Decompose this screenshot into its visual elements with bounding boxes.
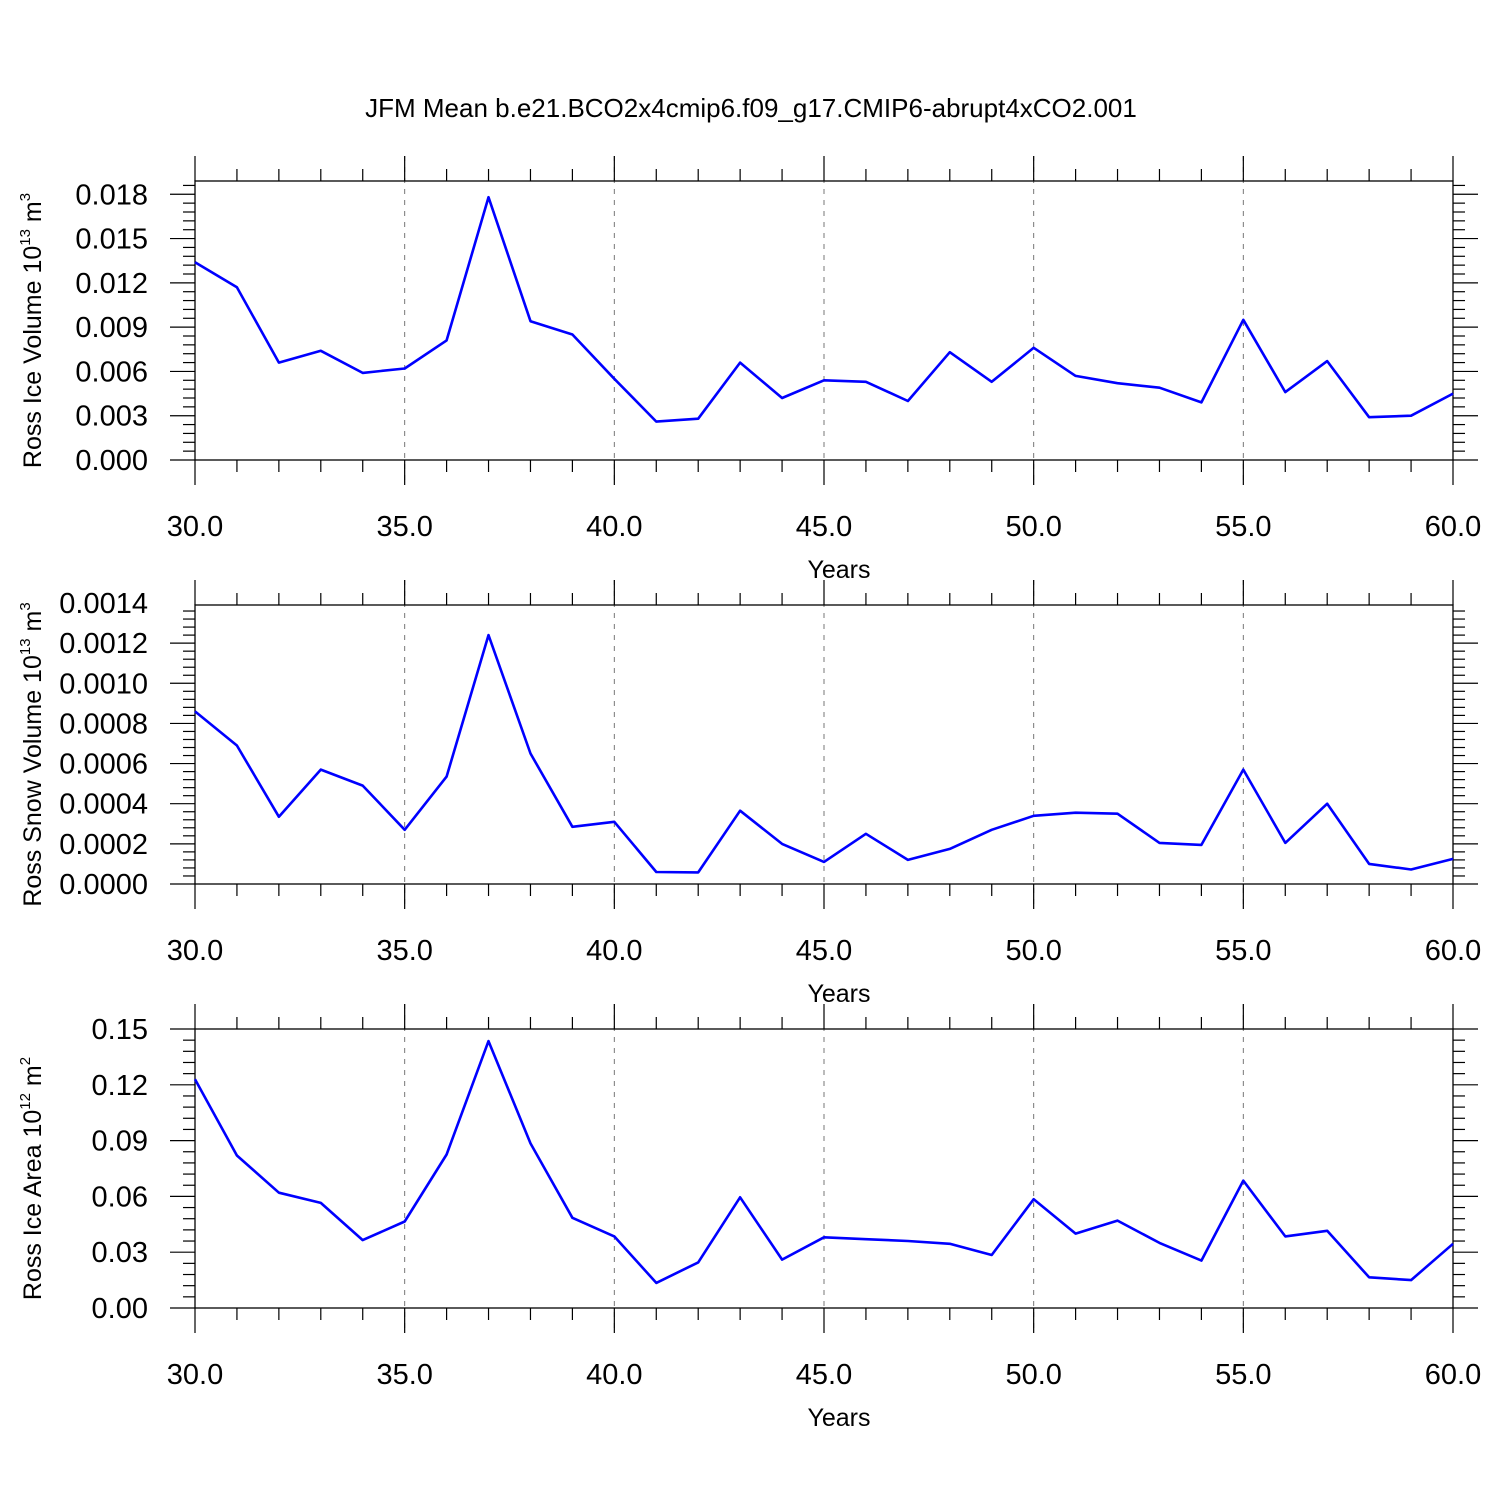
y-axis-label: Ross Ice Volume 1013 m3 <box>17 193 47 468</box>
y-tick-label: 0.15 <box>92 1014 148 1046</box>
chart-panel-2: 0.0000 0.0002 0.0004 0.0006 0.0008 0.0010 0.00… <box>17 580 1481 1008</box>
x-tick-label: 45.0 <box>796 935 852 967</box>
y-tick-label: 0.003 <box>75 401 148 433</box>
y-tick-label: 0.012 <box>75 268 148 300</box>
chart-panel-1: 0.000 0.003 0.006 0.009 0.012 0.015 0.018 30.0 3… <box>17 156 1481 584</box>
y-tick-label: 0.0014 <box>59 588 148 620</box>
y-tick-label: 0.12 <box>92 1070 148 1102</box>
x-tick-label: 30.0 <box>167 1359 223 1391</box>
panels: 0.000 0.003 0.006 0.009 0.012 0.015 0.018 30.0 3… <box>17 156 1481 1432</box>
y-tick-label: 0.015 <box>75 224 148 256</box>
x-tick-label: 35.0 <box>376 1359 432 1391</box>
y-axis-label: Ross Ice Area 1012 m2 <box>17 1057 47 1300</box>
x-tick-label: 50.0 <box>1005 511 1061 543</box>
x-tick-label: 60.0 <box>1425 1359 1481 1391</box>
x-tick-label: 30.0 <box>167 935 223 967</box>
x-axis-label: Years <box>807 556 870 584</box>
x-tick-label: 40.0 <box>586 1359 642 1391</box>
x-tick-label: 55.0 <box>1215 935 1271 967</box>
x-tick-label: 60.0 <box>1425 511 1481 543</box>
y-tick-label: 0.0012 <box>59 628 148 660</box>
x-axis-label: Years <box>807 1404 870 1432</box>
y-tick-label: 0.009 <box>75 312 148 344</box>
x-tick-label: 50.0 <box>1005 1359 1061 1391</box>
x-tick-label: 50.0 <box>1005 935 1061 967</box>
y-tick-label: 0.0010 <box>59 668 148 700</box>
chart-panel-3: 0.00 0.03 0.06 0.09 0.12 0.15 30.0 35.0 40.0 45.0… <box>17 1004 1481 1432</box>
x-axis-label: Years <box>807 980 870 1008</box>
y-tick-label: 0.00 <box>92 1293 148 1325</box>
y-tick-label: 0.06 <box>92 1181 148 1213</box>
y-tick-label: 0.0004 <box>59 789 148 821</box>
y-tick-label: 0.0008 <box>59 708 148 740</box>
y-tick-label: 0.018 <box>75 179 148 211</box>
x-tick-label: 60.0 <box>1425 935 1481 967</box>
x-tick-label: 45.0 <box>796 1359 852 1391</box>
y-tick-label: 0.006 <box>75 356 148 388</box>
y-tick-label: 0.03 <box>92 1237 148 1269</box>
x-tick-label: 35.0 <box>376 511 432 543</box>
x-tick-label: 45.0 <box>796 511 852 543</box>
y-tick-label: 0.0006 <box>59 749 148 781</box>
x-tick-label: 55.0 <box>1215 1359 1271 1391</box>
x-tick-label: 40.0 <box>586 935 642 967</box>
y-tick-label: 0.0002 <box>59 829 148 861</box>
x-tick-label: 30.0 <box>167 511 223 543</box>
x-tick-label: 40.0 <box>586 511 642 543</box>
y-tick-label: 0.000 <box>75 445 148 477</box>
x-tick-label: 35.0 <box>376 935 432 967</box>
x-tick-label: 55.0 <box>1215 511 1271 543</box>
y-tick-label: 0.09 <box>92 1126 148 1158</box>
y-tick-label: 0.0000 <box>59 869 148 901</box>
figure-title: JFM Mean b.e21.BCO2x4cmip6.f09_g17.CMIP6… <box>365 93 1137 123</box>
y-axis-label: Ross Snow Volume 1013 m3 <box>17 602 47 906</box>
